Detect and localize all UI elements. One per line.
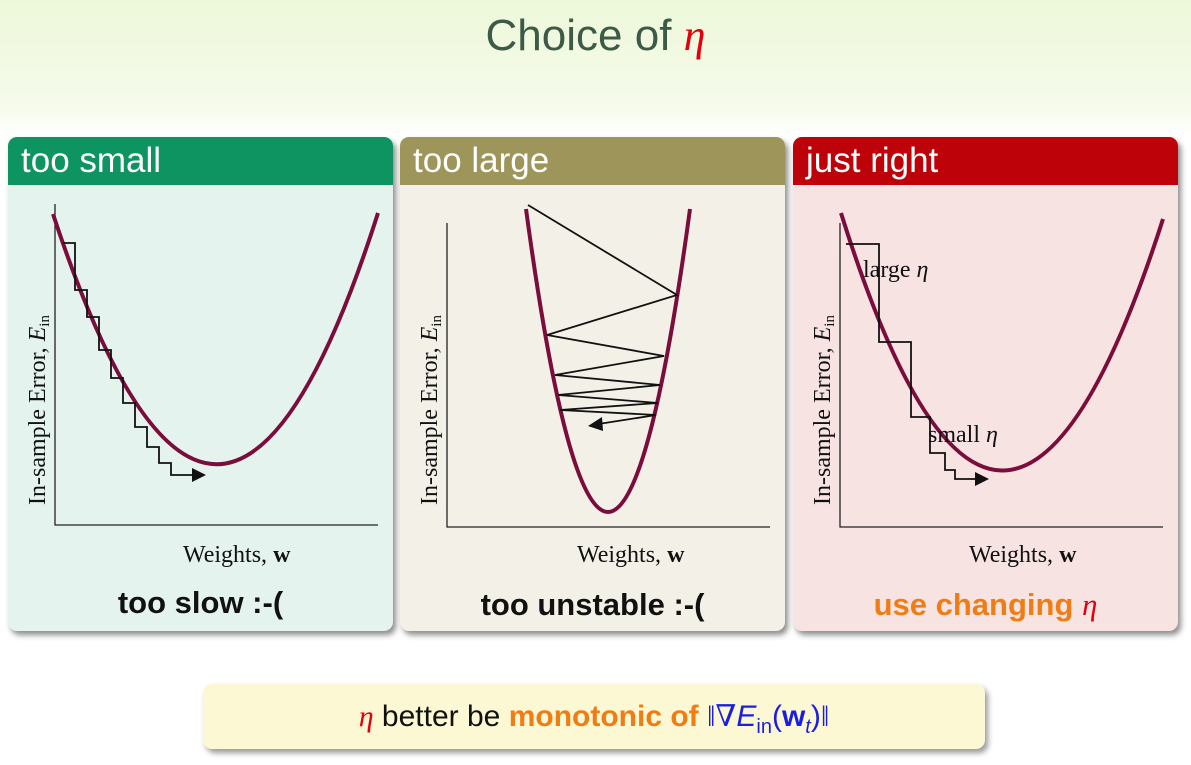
label-small-eta: small η [928, 422, 998, 448]
arrow-head-icon [588, 417, 603, 431]
plot-just-right: large η small η In-sample Error, Ein Wei… [810, 212, 1165, 568]
arrow-head-icon [975, 472, 989, 486]
conclusion-box: η better be monotonic of ‖∇Ein(wt)‖ [203, 684, 985, 749]
x-axis-label: Weights, w [183, 542, 291, 568]
panel-just-right: just right large η small η In-sample Err… [793, 137, 1178, 631]
panel-too-large: too large In-sample Error, Ein Weights, … [400, 137, 785, 631]
arrow-head-icon [192, 468, 206, 482]
plot-too-small: In-sample Error, Ein Weights, w [25, 204, 380, 568]
x-axis-label: Weights, w [577, 542, 685, 568]
caption-eta-symbol: η [1082, 587, 1098, 622]
label-large-eta: large η [863, 257, 928, 283]
axes [839, 223, 1163, 528]
conclusion-text: better be [373, 700, 509, 733]
conclusion-eta: η [358, 700, 374, 733]
y-axis-label: In-sample Error, Ein [417, 315, 445, 505]
title-eta-symbol: η [683, 11, 706, 60]
panel-too-small: too small In-sample Error, Ein Weights, … [8, 137, 393, 631]
panel-header-too-small: too small [8, 137, 393, 185]
x-axis-label: Weights, w [969, 542, 1077, 568]
gradient-norm-expression: ‖∇Ein(wt)‖ [706, 700, 830, 738]
slide-title: Choice of η [0, 10, 1191, 61]
y-axis-label: In-sample Error, Ein [25, 315, 53, 505]
overshoot-zigzag [527, 204, 680, 426]
axes [446, 223, 770, 528]
axes [54, 204, 378, 526]
descent-steps [846, 243, 980, 480]
error-curve [524, 208, 692, 514]
caption-too-slow: too slow :-( [117, 585, 284, 620]
panel-header-just-right: just right [793, 137, 1178, 185]
caption-use-changing: use changing η [793, 587, 1178, 623]
error-curve [839, 212, 1165, 473]
plot-too-large: In-sample Error, Ein Weights, w [417, 204, 770, 568]
panel-header-too-large: too large [400, 137, 785, 185]
error-curve [51, 212, 380, 466]
title-text: Choice of [485, 11, 684, 60]
caption-too-unstable: too unstable :-( [480, 587, 705, 622]
descent-steps [63, 242, 198, 476]
conclusion-highlight: monotonic of [508, 700, 707, 733]
y-axis-label: In-sample Error, Ein [810, 315, 838, 505]
caption-text: use changing [873, 587, 1083, 622]
